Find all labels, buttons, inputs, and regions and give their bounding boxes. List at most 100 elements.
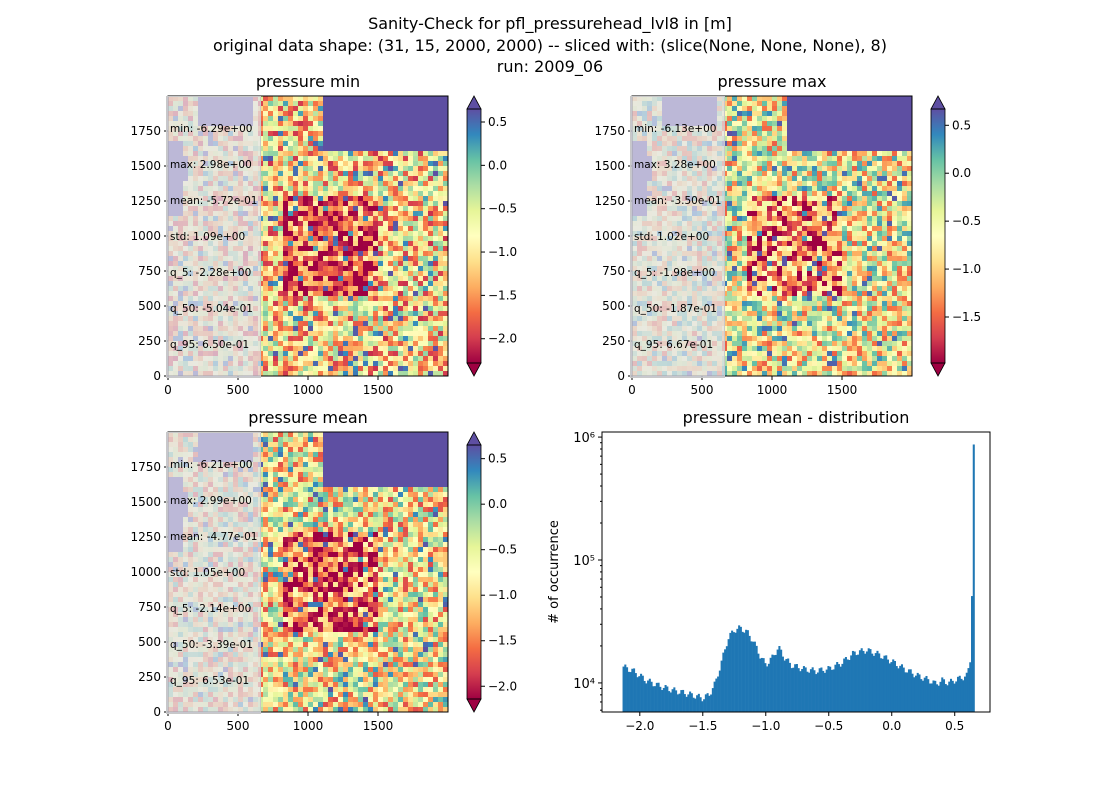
heatmap-cell — [438, 321, 444, 327]
heatmap-cell — [383, 146, 389, 152]
heatmap-cell — [398, 181, 404, 187]
heatmap-cell — [383, 346, 389, 352]
heatmap-cell — [353, 196, 359, 202]
heatmap-cell — [318, 231, 324, 237]
heatmap-cell — [877, 236, 883, 242]
heatmap-cell — [747, 176, 753, 182]
heatmap-cell — [902, 121, 908, 127]
heatmap-cell — [882, 236, 888, 242]
heatmap-cell — [293, 311, 299, 317]
heatmap-cell — [862, 141, 868, 147]
heatmap-cell — [323, 356, 329, 362]
heatmap-cell — [777, 186, 783, 192]
heatmap-cell — [313, 331, 319, 337]
heatmap-cell — [408, 211, 414, 217]
heatmap-cell — [418, 311, 424, 317]
heatmap-cell — [398, 156, 404, 162]
heatmap-cell — [837, 151, 843, 157]
heatmap-cell — [348, 281, 354, 287]
heatmap-cell — [777, 161, 783, 167]
heatmap-cell — [787, 156, 793, 162]
heatmap-cell — [787, 221, 793, 227]
heatmap-cell — [358, 96, 364, 102]
heatmap-cell — [288, 291, 294, 297]
heatmap-cell — [802, 201, 808, 207]
heatmap-cell — [403, 141, 409, 147]
heatmap-cell — [343, 311, 349, 317]
heatmap-cell — [373, 316, 379, 322]
heatmap-cell — [288, 161, 294, 167]
heatmap-cell — [313, 356, 319, 362]
heatmap-cell — [418, 331, 424, 337]
heatmap-cell — [418, 231, 424, 237]
heatmap-cell — [388, 306, 394, 312]
heatmap-cell — [363, 301, 369, 307]
heatmap-cell — [847, 151, 853, 157]
heatmap-cell — [348, 211, 354, 217]
heatmap-cell — [433, 171, 439, 177]
heatmap-cell — [288, 171, 294, 177]
heatmap-cell — [263, 126, 269, 132]
heatmap-cell — [413, 176, 419, 182]
heatmap-cell — [852, 206, 858, 212]
heatmap-cell — [752, 246, 758, 252]
heatmap-cell — [268, 321, 274, 327]
heatmap-cell — [403, 196, 409, 202]
x-tick-label: 1500 — [363, 383, 394, 397]
heatmap-cell — [862, 131, 868, 137]
heatmap-cell — [787, 216, 793, 222]
heatmap-cell — [882, 141, 888, 147]
heatmap-cell — [273, 166, 279, 172]
heatmap-cell — [273, 221, 279, 227]
heatmap-cell — [303, 231, 309, 237]
heatmap-cell — [363, 141, 369, 147]
heatmap-cell — [762, 206, 768, 212]
heatmap-cell — [842, 216, 848, 222]
heatmap-cell — [872, 226, 878, 232]
heatmap-cell — [433, 281, 439, 287]
heatmap-cell — [328, 116, 334, 122]
heatmap-cell — [363, 131, 369, 137]
heatmap-cell — [353, 351, 359, 357]
heatmap-cell — [293, 346, 299, 352]
heatmap-cell — [872, 136, 878, 142]
heatmap-cell — [438, 246, 444, 252]
heatmap-cell — [772, 101, 778, 107]
heatmap-cell — [807, 141, 813, 147]
heatmap-cell — [393, 316, 399, 322]
y-tick-label: 1250 — [130, 194, 161, 208]
heatmap-cell — [892, 201, 898, 207]
heatmap-cell — [752, 136, 758, 142]
heatmap-cell — [288, 311, 294, 317]
heatmap-cell — [762, 246, 768, 252]
heatmap-cell — [747, 156, 753, 162]
heatmap-cell — [398, 151, 404, 157]
heatmap-cell — [343, 176, 349, 182]
heatmap-cell — [887, 216, 893, 222]
heatmap-cell — [737, 161, 743, 167]
heatmap-cell — [388, 201, 394, 207]
heatmap-cell — [273, 156, 279, 162]
heatmap-cell — [398, 211, 404, 217]
heatmap-cell — [827, 121, 833, 127]
heatmap-cell — [418, 286, 424, 292]
heatmap-cell — [872, 141, 878, 147]
heatmap-cell — [832, 206, 838, 212]
heatmap-cell — [727, 181, 733, 187]
heatmap-cell — [847, 221, 853, 227]
heatmap-cell — [882, 231, 888, 237]
heatmap-cell — [273, 96, 279, 102]
heatmap-cell — [398, 106, 404, 112]
heatmap-cell — [333, 306, 339, 312]
heatmap-cell — [423, 166, 429, 172]
heatmap-cell — [403, 241, 409, 247]
heatmap-cell — [792, 206, 798, 212]
heatmap-cell — [383, 291, 389, 297]
heatmap-cell — [822, 161, 828, 167]
heatmap-cell — [757, 216, 763, 222]
heatmap-cell — [373, 331, 379, 337]
heatmap-cell — [383, 341, 389, 347]
heatmap-cell — [443, 366, 449, 372]
heatmap-cell — [263, 141, 269, 147]
heatmap-cell — [343, 191, 349, 197]
